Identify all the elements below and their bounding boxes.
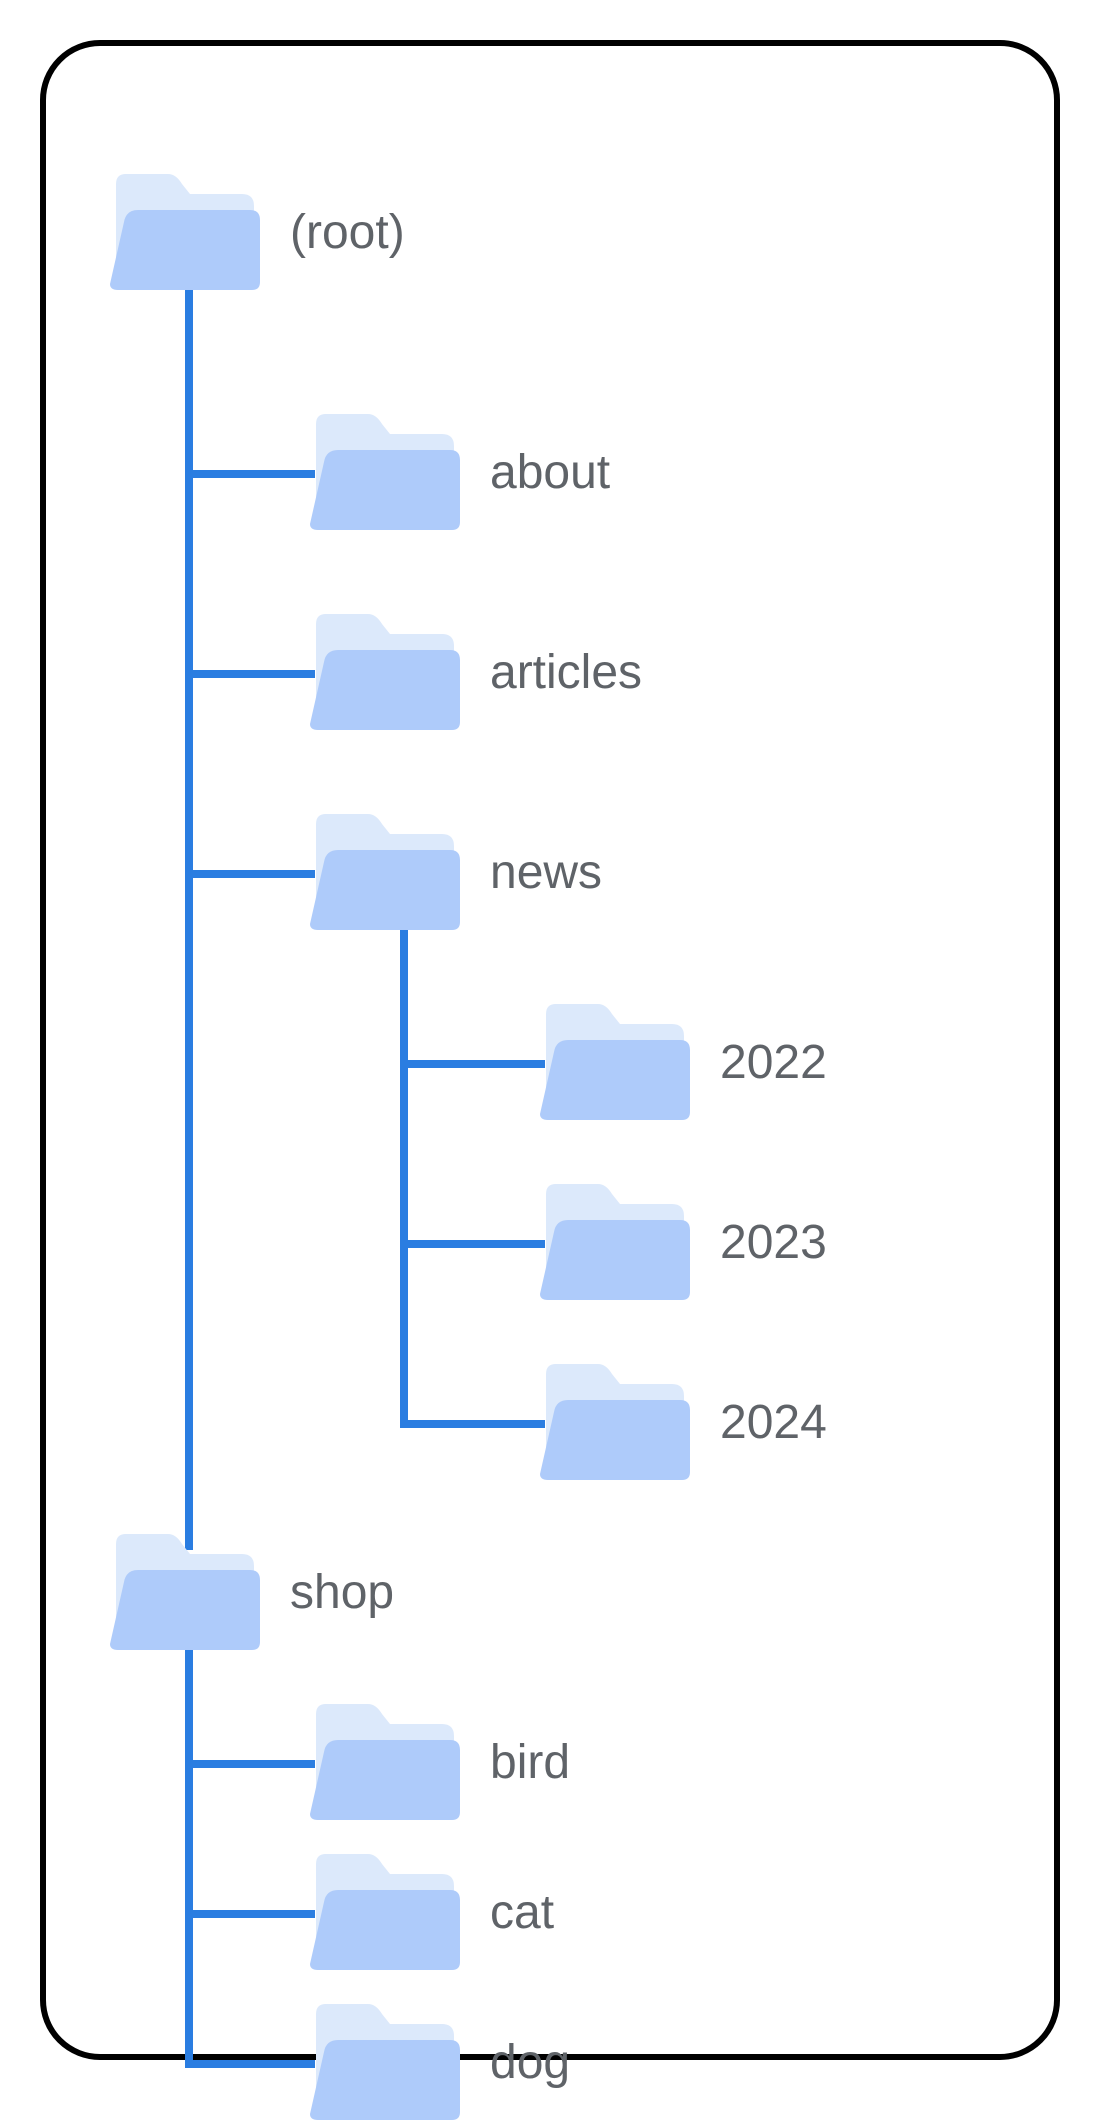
- folder-icon: [310, 1700, 460, 1820]
- folder-articles: [310, 610, 460, 730]
- connector-root-vert: [185, 290, 193, 1550]
- folder-label-news: news: [490, 845, 602, 900]
- folder-cat: [310, 1850, 460, 1970]
- folder-label-y2024: 2024: [720, 1395, 827, 1450]
- connector-news-vert: [400, 930, 408, 1428]
- folder-icon: [310, 610, 460, 730]
- folder-y2023: [540, 1180, 690, 1300]
- folder-label-articles: articles: [490, 645, 642, 700]
- folder-label-bird: bird: [490, 1735, 570, 1790]
- connector-to-2022: [400, 1060, 545, 1068]
- folder-icon: [540, 1360, 690, 1480]
- folder-label-root: (root): [290, 205, 405, 260]
- folder-icon: [310, 1850, 460, 1970]
- folder-label-y2022: 2022: [720, 1035, 827, 1090]
- folder-label-dog: dog: [490, 2035, 570, 2090]
- folder-icon: [540, 1180, 690, 1300]
- connector-to-bird: [185, 1760, 315, 1768]
- folder-label-y2023: 2023: [720, 1215, 827, 1270]
- folder-y2022: [540, 1000, 690, 1120]
- folder-bird: [310, 1700, 460, 1820]
- connector-shop-vert: [185, 1650, 193, 2068]
- folder-label-cat: cat: [490, 1885, 554, 1940]
- connector-to-2023: [400, 1240, 545, 1248]
- connector-to-about: [185, 470, 315, 478]
- connector-to-cat: [185, 1910, 315, 1918]
- folder-shop: [110, 1530, 260, 1650]
- folder-icon: [310, 410, 460, 530]
- folder-icon: [110, 170, 260, 290]
- folder-label-shop: shop: [290, 1565, 394, 1620]
- folder-y2024: [540, 1360, 690, 1480]
- folder-about: [310, 410, 460, 530]
- folder-icon: [540, 1000, 690, 1120]
- connector-to-news: [185, 870, 315, 878]
- folder-icon: [110, 1530, 260, 1650]
- connector-to-2024: [400, 1420, 545, 1428]
- connector-to-dog: [185, 2060, 315, 2068]
- folder-root: [110, 170, 260, 290]
- folder-label-about: about: [490, 445, 610, 500]
- folder-news: [310, 810, 460, 930]
- connector-to-articles: [185, 670, 315, 678]
- folder-icon: [310, 2000, 460, 2120]
- folder-icon: [310, 810, 460, 930]
- folder-dog: [310, 2000, 460, 2120]
